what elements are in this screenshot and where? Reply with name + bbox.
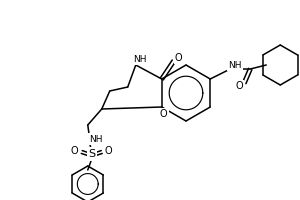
Text: NH: NH: [229, 60, 242, 70]
Text: NH: NH: [133, 54, 146, 64]
Text: O: O: [71, 146, 79, 156]
Text: O: O: [236, 81, 243, 91]
Text: O: O: [160, 109, 168, 119]
Text: NH: NH: [89, 134, 103, 144]
Text: O: O: [175, 53, 183, 63]
Text: O: O: [105, 146, 112, 156]
Text: S: S: [88, 149, 95, 159]
